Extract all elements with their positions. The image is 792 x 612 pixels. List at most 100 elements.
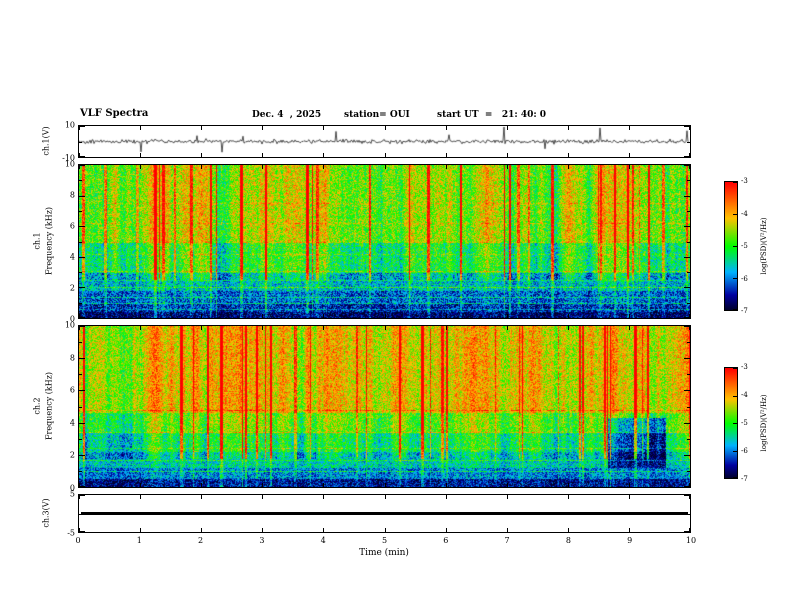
colorbar-tick-label: -5 (741, 419, 748, 427)
axis-tick (689, 483, 690, 487)
axis-tick (446, 153, 447, 157)
axis-tick (687, 407, 690, 408)
axis-tick (201, 326, 202, 330)
axis-tick (201, 165, 202, 169)
axis-tick (568, 314, 569, 318)
ch3-waveform-panel (78, 494, 691, 533)
y-tick-label: 10 (64, 320, 75, 330)
axis-tick (79, 495, 85, 496)
axis-tick (689, 495, 690, 499)
ch1-spectrogram-panel (78, 164, 691, 319)
axis-tick (79, 242, 82, 243)
axis-tick (79, 531, 85, 532)
ch1-frequency-axis-label: Frequency (kHz) (44, 206, 54, 276)
axis-tick (684, 326, 690, 327)
y-tick-label: 10 (64, 159, 75, 169)
x-tick-label: 7 (504, 536, 510, 545)
ch1-waveform-panel (78, 125, 691, 158)
y-tick-label: 6 (69, 221, 75, 231)
axis-tick (140, 483, 141, 487)
colorbar-tick-label: -6 (741, 447, 748, 455)
axis-tick (262, 483, 263, 487)
axis-tick (684, 257, 690, 258)
axis-tick (684, 423, 690, 424)
axis-tick (323, 153, 324, 157)
axis-tick (629, 165, 630, 169)
axis-tick (568, 153, 569, 157)
axis-tick (629, 528, 630, 532)
axis-tick (262, 126, 263, 130)
ch2-channel-label: ch.2 (32, 397, 42, 415)
axis-tick (689, 326, 690, 330)
axis-tick (201, 483, 202, 487)
axis-tick (140, 165, 141, 169)
y-tick-label: -10 (62, 153, 75, 163)
axis-tick (629, 495, 630, 499)
colorbar-tick-label: -3 (741, 363, 748, 371)
axis-tick (629, 483, 630, 487)
axis-tick (629, 326, 630, 330)
axis-tick (201, 495, 202, 499)
axis-tick (385, 165, 386, 169)
axis-tick (507, 495, 508, 499)
axis-tick (323, 314, 324, 318)
colorbar-tick-label: -6 (741, 274, 748, 283)
colorbar-ch1 (724, 181, 738, 311)
axis-tick (446, 165, 447, 169)
axis-tick (79, 226, 85, 227)
time-axis-label: Time (min) (359, 548, 409, 558)
y-tick-label: -5 (67, 528, 75, 538)
axis-tick (79, 342, 82, 343)
axis-tick (79, 314, 80, 318)
axis-tick (684, 126, 690, 127)
axis-tick (79, 211, 82, 212)
axis-tick (79, 272, 82, 273)
ch1-channel-label: ch.1 (32, 232, 42, 250)
axis-tick (79, 486, 85, 487)
ch3-signal-line (81, 512, 688, 515)
axis-tick (684, 317, 690, 318)
y-tick-label: 0 (69, 483, 75, 493)
colorbar-ch2 (724, 367, 738, 479)
colorbar-tick-label: -7 (741, 307, 748, 315)
colorbar-tick-label: -5 (741, 242, 748, 250)
axis-tick (79, 317, 85, 318)
axis-tick (684, 495, 690, 496)
axis-tick (79, 142, 82, 143)
axis-tick (733, 368, 737, 369)
axis-tick (385, 326, 386, 330)
header-station: station= OUI (344, 110, 410, 120)
y-tick-label: 8 (69, 190, 75, 200)
axis-tick (79, 483, 80, 487)
axis-tick (568, 528, 569, 532)
axis-tick (385, 483, 386, 487)
ch1-voltage-axis-label: ch.1(V) (41, 126, 51, 156)
axis-tick (507, 326, 508, 330)
axis-tick (385, 528, 386, 532)
axis-tick (140, 314, 141, 318)
axis-tick (733, 309, 737, 310)
axis-tick (507, 165, 508, 169)
axis-tick (79, 287, 85, 288)
axis-tick (446, 528, 447, 532)
ch3-voltage-axis-label: ch.3(V) (41, 498, 51, 528)
axis-tick (568, 483, 569, 487)
axis-tick (687, 514, 690, 515)
axis-tick (79, 514, 82, 515)
axis-tick (385, 153, 386, 157)
axis-tick (446, 126, 447, 130)
axis-tick (262, 153, 263, 157)
ch2-spectrogram-panel (78, 325, 691, 488)
axis-tick (684, 455, 690, 456)
axis-tick (79, 495, 80, 499)
y-tick-label: 4 (69, 418, 75, 428)
axis-tick (629, 314, 630, 318)
axis-tick (140, 495, 141, 499)
y-tick-label: 2 (69, 283, 75, 293)
axis-tick (201, 314, 202, 318)
axis-tick (79, 471, 82, 472)
axis-tick (385, 126, 386, 130)
axis-tick (687, 180, 690, 181)
axis-tick (689, 314, 690, 318)
colorbar-tick-label: -3 (741, 177, 748, 185)
